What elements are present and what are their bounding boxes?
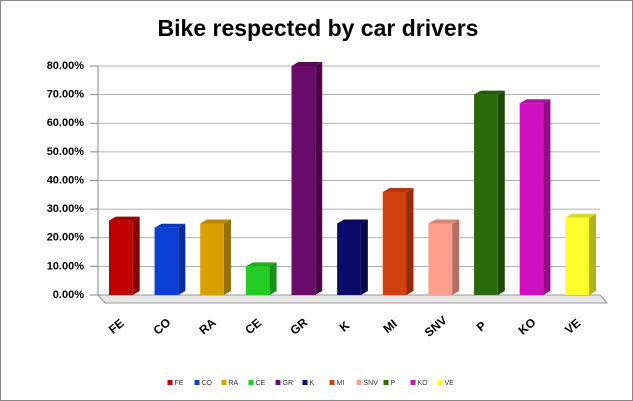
bar-side: [178, 223, 186, 295]
bar-top: [291, 62, 323, 66]
legend-swatch: [302, 380, 308, 385]
bar: [382, 191, 407, 295]
y-tick-label: 60.00%: [47, 117, 85, 129]
bar-side: [497, 90, 505, 295]
bar: [291, 66, 316, 295]
bar: [200, 223, 224, 295]
bar-top: [474, 90, 505, 95]
legend-swatch: [194, 380, 200, 385]
legend-label: CE: [256, 380, 266, 387]
legend-label: KO: [418, 380, 429, 387]
bar-top: [565, 213, 597, 218]
bar-side: [452, 219, 460, 295]
legend-swatch: [329, 380, 335, 385]
bar: [519, 103, 544, 296]
bar: [108, 220, 133, 295]
legend-label: K: [310, 380, 315, 387]
y-tick-label: 80.00%: [47, 60, 85, 72]
legend-label: VE: [445, 380, 455, 387]
bar-side: [360, 219, 368, 295]
legend-label: RA: [229, 380, 239, 387]
bar: [565, 217, 590, 295]
bar-top: [519, 99, 551, 104]
bar-side: [269, 262, 277, 295]
y-tick-label: 10.00%: [47, 260, 85, 272]
legend-swatch: [167, 380, 173, 385]
bar-side: [406, 187, 414, 295]
legend-swatch: [437, 380, 443, 385]
legend-swatch: [275, 380, 281, 385]
legend-label: GR: [283, 380, 294, 387]
floor: [96, 294, 609, 304]
bar: [428, 223, 453, 295]
legend-swatch: [356, 380, 362, 385]
bar-top: [108, 216, 140, 221]
legend-swatch: [383, 380, 389, 385]
legend-swatch: [221, 380, 227, 385]
bar-top: [382, 187, 414, 192]
bar-top: [200, 219, 231, 224]
legend-label: P: [391, 380, 396, 387]
y-tick-label: 20.00%: [47, 232, 85, 244]
legend-label: SNV: [364, 380, 379, 387]
y-tick-label: 70.00%: [47, 89, 85, 101]
bar-top: [154, 223, 186, 228]
bar-side: [223, 219, 231, 295]
bar: [474, 94, 498, 295]
legend-swatch: [410, 380, 416, 385]
bar-side: [315, 62, 323, 295]
legend-label: MI: [337, 380, 345, 387]
y-tick-label: 40.00%: [47, 174, 85, 186]
bar-side: [589, 213, 597, 295]
y-tick-label: 50.00%: [47, 146, 85, 158]
bar-side: [543, 99, 551, 296]
bar-top: [428, 219, 460, 224]
y-tick-label: 30.00%: [47, 203, 85, 215]
legend-label: CO: [202, 380, 213, 387]
bar: [245, 266, 270, 295]
y-tick-label: 0.00%: [53, 289, 84, 301]
bar-top: [337, 219, 368, 224]
chart-title: Bike respected by car drivers: [158, 15, 479, 41]
bar: [337, 223, 361, 295]
bar: [154, 227, 179, 295]
legend-label: FE: [175, 380, 184, 387]
legend-swatch: [248, 380, 254, 385]
bar-top: [245, 262, 277, 267]
bar-side: [132, 216, 140, 295]
